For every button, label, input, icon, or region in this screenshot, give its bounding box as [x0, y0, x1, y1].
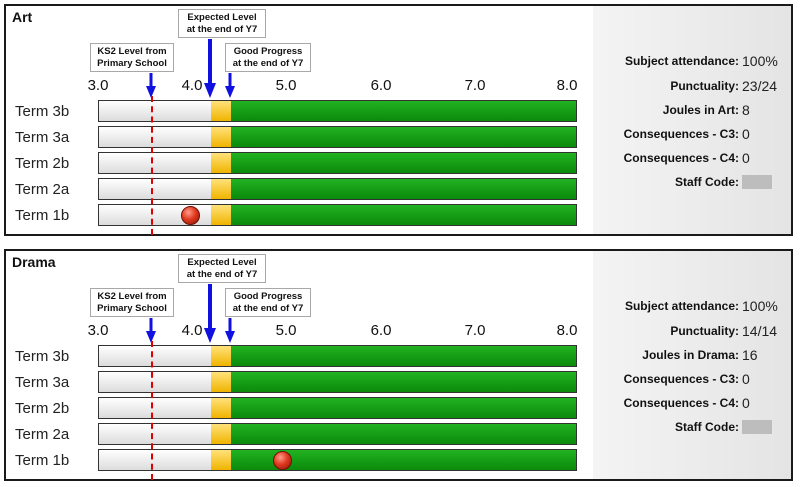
staff-code-value [742, 420, 772, 434]
stats-background [593, 251, 791, 479]
good-progress-arrow-icon [225, 73, 235, 103]
axis-tick-label: 6.0 [370, 77, 392, 94]
subject-panel-drama: Drama KS2 Level from Primary School Expe… [4, 249, 793, 481]
axis-tick-label: 4.0 [181, 322, 203, 339]
progress-bar-term-2b [98, 152, 577, 174]
term-label-2a: Term 2a [15, 181, 70, 198]
good-progress-band [231, 450, 576, 470]
expected-band [211, 424, 231, 444]
progress-bar-term-2b [98, 397, 577, 419]
progress-bar-term-1b [98, 449, 577, 471]
term-label-2a: Term 2a [15, 426, 70, 443]
staff-code-value [742, 175, 772, 189]
good-progress-callout: Good Progress at the end of Y7 [225, 43, 311, 72]
good-progress-band [231, 205, 576, 225]
axis-tick-label: 5.0 [275, 77, 297, 94]
ks2-level-line [151, 96, 153, 235]
subject-title: Drama [12, 254, 56, 270]
ks2-level-line [151, 341, 153, 480]
progress-bar-term-3b [98, 100, 577, 122]
expected-band [211, 153, 231, 173]
punctuality-label: Punctuality: [670, 79, 739, 93]
consequences-c4-value: 0 [742, 395, 750, 411]
ks2-callout: KS2 Level from Primary School [90, 288, 174, 317]
staff-code-label: Staff Code: [675, 420, 739, 434]
good-progress-band [231, 179, 576, 199]
term-label-2b: Term 2b [15, 400, 70, 417]
term-label-1b: Term 1b [15, 452, 70, 469]
expected-band [211, 101, 231, 121]
expected-band [211, 346, 231, 366]
expected-band [211, 398, 231, 418]
attendance-value: 100% [742, 53, 778, 69]
punctuality-value: 14/14 [742, 323, 778, 339]
good-progress-band [231, 424, 576, 444]
term-label-2b: Term 2b [15, 155, 70, 172]
punctuality-value: 23/24 [742, 78, 778, 94]
expected-band [211, 372, 231, 392]
good-progress-band [231, 127, 576, 147]
consequences-c4-label: Consequences - C4: [623, 396, 739, 410]
expected-level-arrow-icon [204, 39, 216, 103]
consequences-c3-label: Consequences - C3: [623, 127, 739, 141]
ks2-callout: KS2 Level from Primary School [90, 43, 174, 72]
term-label-3b: Term 3b [15, 103, 70, 120]
attendance-label: Subject attendance: [624, 299, 739, 313]
subject-panel-art: Art KS2 Level from Primary School Expect… [4, 4, 793, 236]
consequences-c3-value: 0 [742, 371, 750, 387]
progress-bar-term-3a [98, 126, 577, 148]
consequences-c3-value: 0 [742, 126, 750, 142]
good-progress-callout: Good Progress at the end of Y7 [225, 288, 311, 317]
stats-background [593, 6, 791, 234]
good-progress-arrow-icon [225, 318, 235, 348]
expected-band [211, 450, 231, 470]
expected-level-callout: Expected Level at the end of Y7 [178, 9, 266, 38]
expected-level-arrow-icon [204, 284, 216, 348]
progress-bar-term-2a [98, 423, 577, 445]
good-progress-band [231, 346, 576, 366]
good-progress-band [231, 101, 576, 121]
joules-label: Joules in Art: [662, 103, 739, 117]
joules-value: 8 [742, 102, 750, 118]
progress-bar-term-1b [98, 204, 577, 226]
axis-tick-label: 3.0 [87, 77, 109, 94]
attendance-label: Subject attendance: [624, 54, 739, 68]
consequences-c4-label: Consequences - C4: [623, 151, 739, 165]
progress-bar-term-2a [98, 178, 577, 200]
consequences-c4-value: 0 [742, 150, 750, 166]
good-progress-band [231, 398, 576, 418]
term-label-3b: Term 3b [15, 348, 70, 365]
axis-tick-label: 8.0 [556, 322, 578, 339]
current-level-marker[interactable] [181, 206, 200, 225]
ks2-arrow-icon [146, 73, 156, 103]
expected-band [211, 205, 231, 225]
progress-bar-term-3a [98, 371, 577, 393]
axis-tick-label: 3.0 [87, 322, 109, 339]
ks2-arrow-icon [146, 318, 156, 348]
term-label-3a: Term 3a [15, 129, 70, 146]
joules-value: 16 [742, 347, 758, 363]
expected-band [211, 179, 231, 199]
subject-title: Art [12, 9, 33, 25]
term-label-3a: Term 3a [15, 374, 70, 391]
consequences-c3-label: Consequences - C3: [623, 372, 739, 386]
expected-band [211, 127, 231, 147]
current-level-marker[interactable] [273, 451, 292, 470]
joules-label: Joules in Drama: [642, 348, 739, 362]
good-progress-band [231, 153, 576, 173]
good-progress-band [231, 372, 576, 392]
axis-tick-label: 7.0 [464, 77, 486, 94]
attendance-value: 100% [742, 298, 778, 314]
axis-tick-label: 6.0 [370, 322, 392, 339]
punctuality-label: Punctuality: [670, 324, 739, 338]
axis-tick-label: 5.0 [275, 322, 297, 339]
axis-tick-label: 8.0 [556, 77, 578, 94]
term-label-1b: Term 1b [15, 207, 70, 224]
staff-code-label: Staff Code: [675, 175, 739, 189]
progress-bar-term-3b [98, 345, 577, 367]
axis-tick-label: 7.0 [464, 322, 486, 339]
expected-level-callout: Expected Level at the end of Y7 [178, 254, 266, 283]
axis-tick-label: 4.0 [181, 77, 203, 94]
